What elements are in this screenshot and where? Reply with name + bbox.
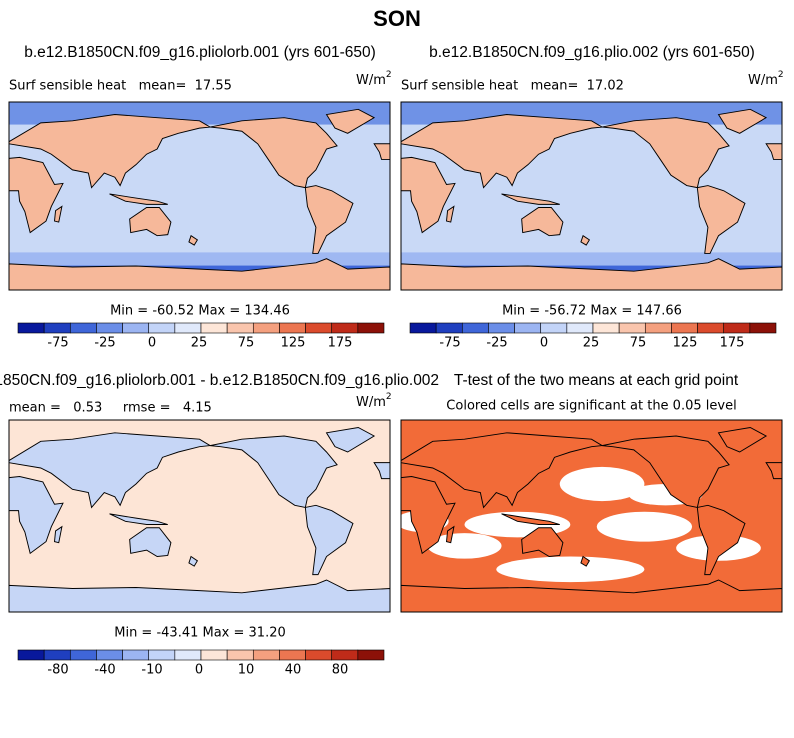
colorbar-box xyxy=(252,649,280,661)
colorbar-box xyxy=(671,322,698,334)
colorbar-box xyxy=(749,322,777,334)
colorbar-label: 75 xyxy=(238,336,255,351)
colorbar-label: 40 xyxy=(285,663,302,678)
colorbar-label: 80 xyxy=(332,663,349,678)
units-base: W/m xyxy=(748,73,778,88)
panel-title: T-test of the two means at each grid poi… xyxy=(454,372,739,389)
colorbar-box xyxy=(305,322,333,334)
colorbar-label: 0 xyxy=(148,336,156,351)
panel-title: b.e12.B1850CN.f09_g16.pliolorb.001 - b.e… xyxy=(0,372,439,389)
colorbar-label: 175 xyxy=(328,336,353,351)
figure-title: SON xyxy=(373,6,421,31)
colorbar-label: 75 xyxy=(630,336,647,351)
colorbar-label: -40 xyxy=(94,663,115,678)
panel-subtitle: mean = 0.53 rmse = 4.15 xyxy=(9,401,212,416)
colorbar-box xyxy=(69,322,97,334)
panel-subtitle: Surf sensible heat mean= 17.02 xyxy=(401,79,624,94)
panel-subtitle: Colored cells are significant at the 0.0… xyxy=(446,399,736,414)
colorbar-box xyxy=(122,322,150,334)
colorbar-box xyxy=(96,322,123,334)
colorbar-label: 125 xyxy=(281,336,306,351)
map-frame xyxy=(8,101,391,291)
units: W/m2 xyxy=(748,70,784,88)
colorbar-box xyxy=(697,322,725,334)
colorbar-label: -25 xyxy=(94,336,115,351)
colorbar-box xyxy=(435,322,463,334)
colorbar-label: -25 xyxy=(486,336,507,351)
colorbar-box xyxy=(644,322,672,334)
colorbar-label: -80 xyxy=(47,663,68,678)
colorbar-box xyxy=(200,649,228,661)
map-frame xyxy=(8,419,391,613)
colorbar-box xyxy=(148,649,176,661)
map-frame xyxy=(400,101,783,291)
colorbar-box xyxy=(226,322,254,334)
colorbar-label: 125 xyxy=(673,336,698,351)
colorbar-box xyxy=(200,322,228,334)
colorbar-box xyxy=(17,322,45,334)
colorbar-label: 10 xyxy=(238,663,255,678)
map-southern-band xyxy=(401,252,782,266)
map-southern-band xyxy=(9,252,390,266)
colorbar-label: -75 xyxy=(439,336,460,351)
colorbar-box xyxy=(305,649,333,661)
panel-title: b.e12.B1850CN.f09_g16.plio.002 (yrs 601-… xyxy=(429,44,755,61)
colorbar-box xyxy=(357,649,385,661)
colorbar-label: 175 xyxy=(720,336,745,351)
colorbar-box xyxy=(252,322,280,334)
colorbar-box xyxy=(723,322,751,334)
min-max: Min = -56.72 Max = 147.66 xyxy=(502,304,682,319)
colorbar-box xyxy=(148,322,176,334)
insignificant-area xyxy=(596,511,693,542)
colorbar-box xyxy=(409,322,437,334)
colorbar-label: 0 xyxy=(195,663,203,678)
colorbar-box xyxy=(618,322,646,334)
colorbar-box xyxy=(540,322,568,334)
colorbar-label: 25 xyxy=(191,336,208,351)
insignificant-area xyxy=(559,466,645,502)
units: W/m2 xyxy=(356,70,392,88)
min-max: Min = -43.41 Max = 31.20 xyxy=(114,626,286,641)
units-base: W/m xyxy=(356,73,386,88)
colorbar-label: -75 xyxy=(47,336,68,351)
units-base: W/m xyxy=(356,395,386,410)
units-sup: 2 xyxy=(386,70,392,80)
colorbar-box xyxy=(69,649,97,661)
colorbar-box xyxy=(279,322,306,334)
colorbar-box xyxy=(488,322,515,334)
colorbar-box xyxy=(592,322,620,334)
colorbar-box xyxy=(96,649,123,661)
insignificant-area xyxy=(427,533,502,559)
colorbar-box xyxy=(461,322,489,334)
colorbar-box xyxy=(226,649,254,661)
units-sup: 2 xyxy=(778,70,784,80)
colorbar-box xyxy=(174,322,202,334)
colorbar-label: -10 xyxy=(141,663,162,678)
colorbar-box xyxy=(43,322,71,334)
colorbar-label: 0 xyxy=(540,336,548,351)
map xyxy=(400,101,783,291)
map xyxy=(8,419,391,613)
colorbar-label: 25 xyxy=(583,336,600,351)
colorbar-box xyxy=(17,649,45,661)
insignificant-area xyxy=(496,556,645,583)
colorbar-box xyxy=(122,649,150,661)
min-max: Min = -60.52 Max = 134.46 xyxy=(110,304,290,319)
map xyxy=(395,419,783,613)
map-frame xyxy=(400,419,783,613)
map xyxy=(8,101,391,291)
colorbar-box xyxy=(279,649,306,661)
panel-subtitle: Surf sensible heat mean= 17.55 xyxy=(9,79,232,94)
colorbar-box xyxy=(514,322,542,334)
colorbar-box xyxy=(331,322,359,334)
colorbar-box xyxy=(43,649,71,661)
units-sup: 2 xyxy=(386,392,392,402)
colorbar-box xyxy=(174,649,202,661)
colorbar-box xyxy=(566,322,594,334)
units: W/m2 xyxy=(356,392,392,410)
colorbar-box xyxy=(331,649,359,661)
colorbar-box xyxy=(357,322,385,334)
panel-title: b.e12.B1850CN.f09_g16.pliolorb.001 (yrs … xyxy=(24,44,376,61)
